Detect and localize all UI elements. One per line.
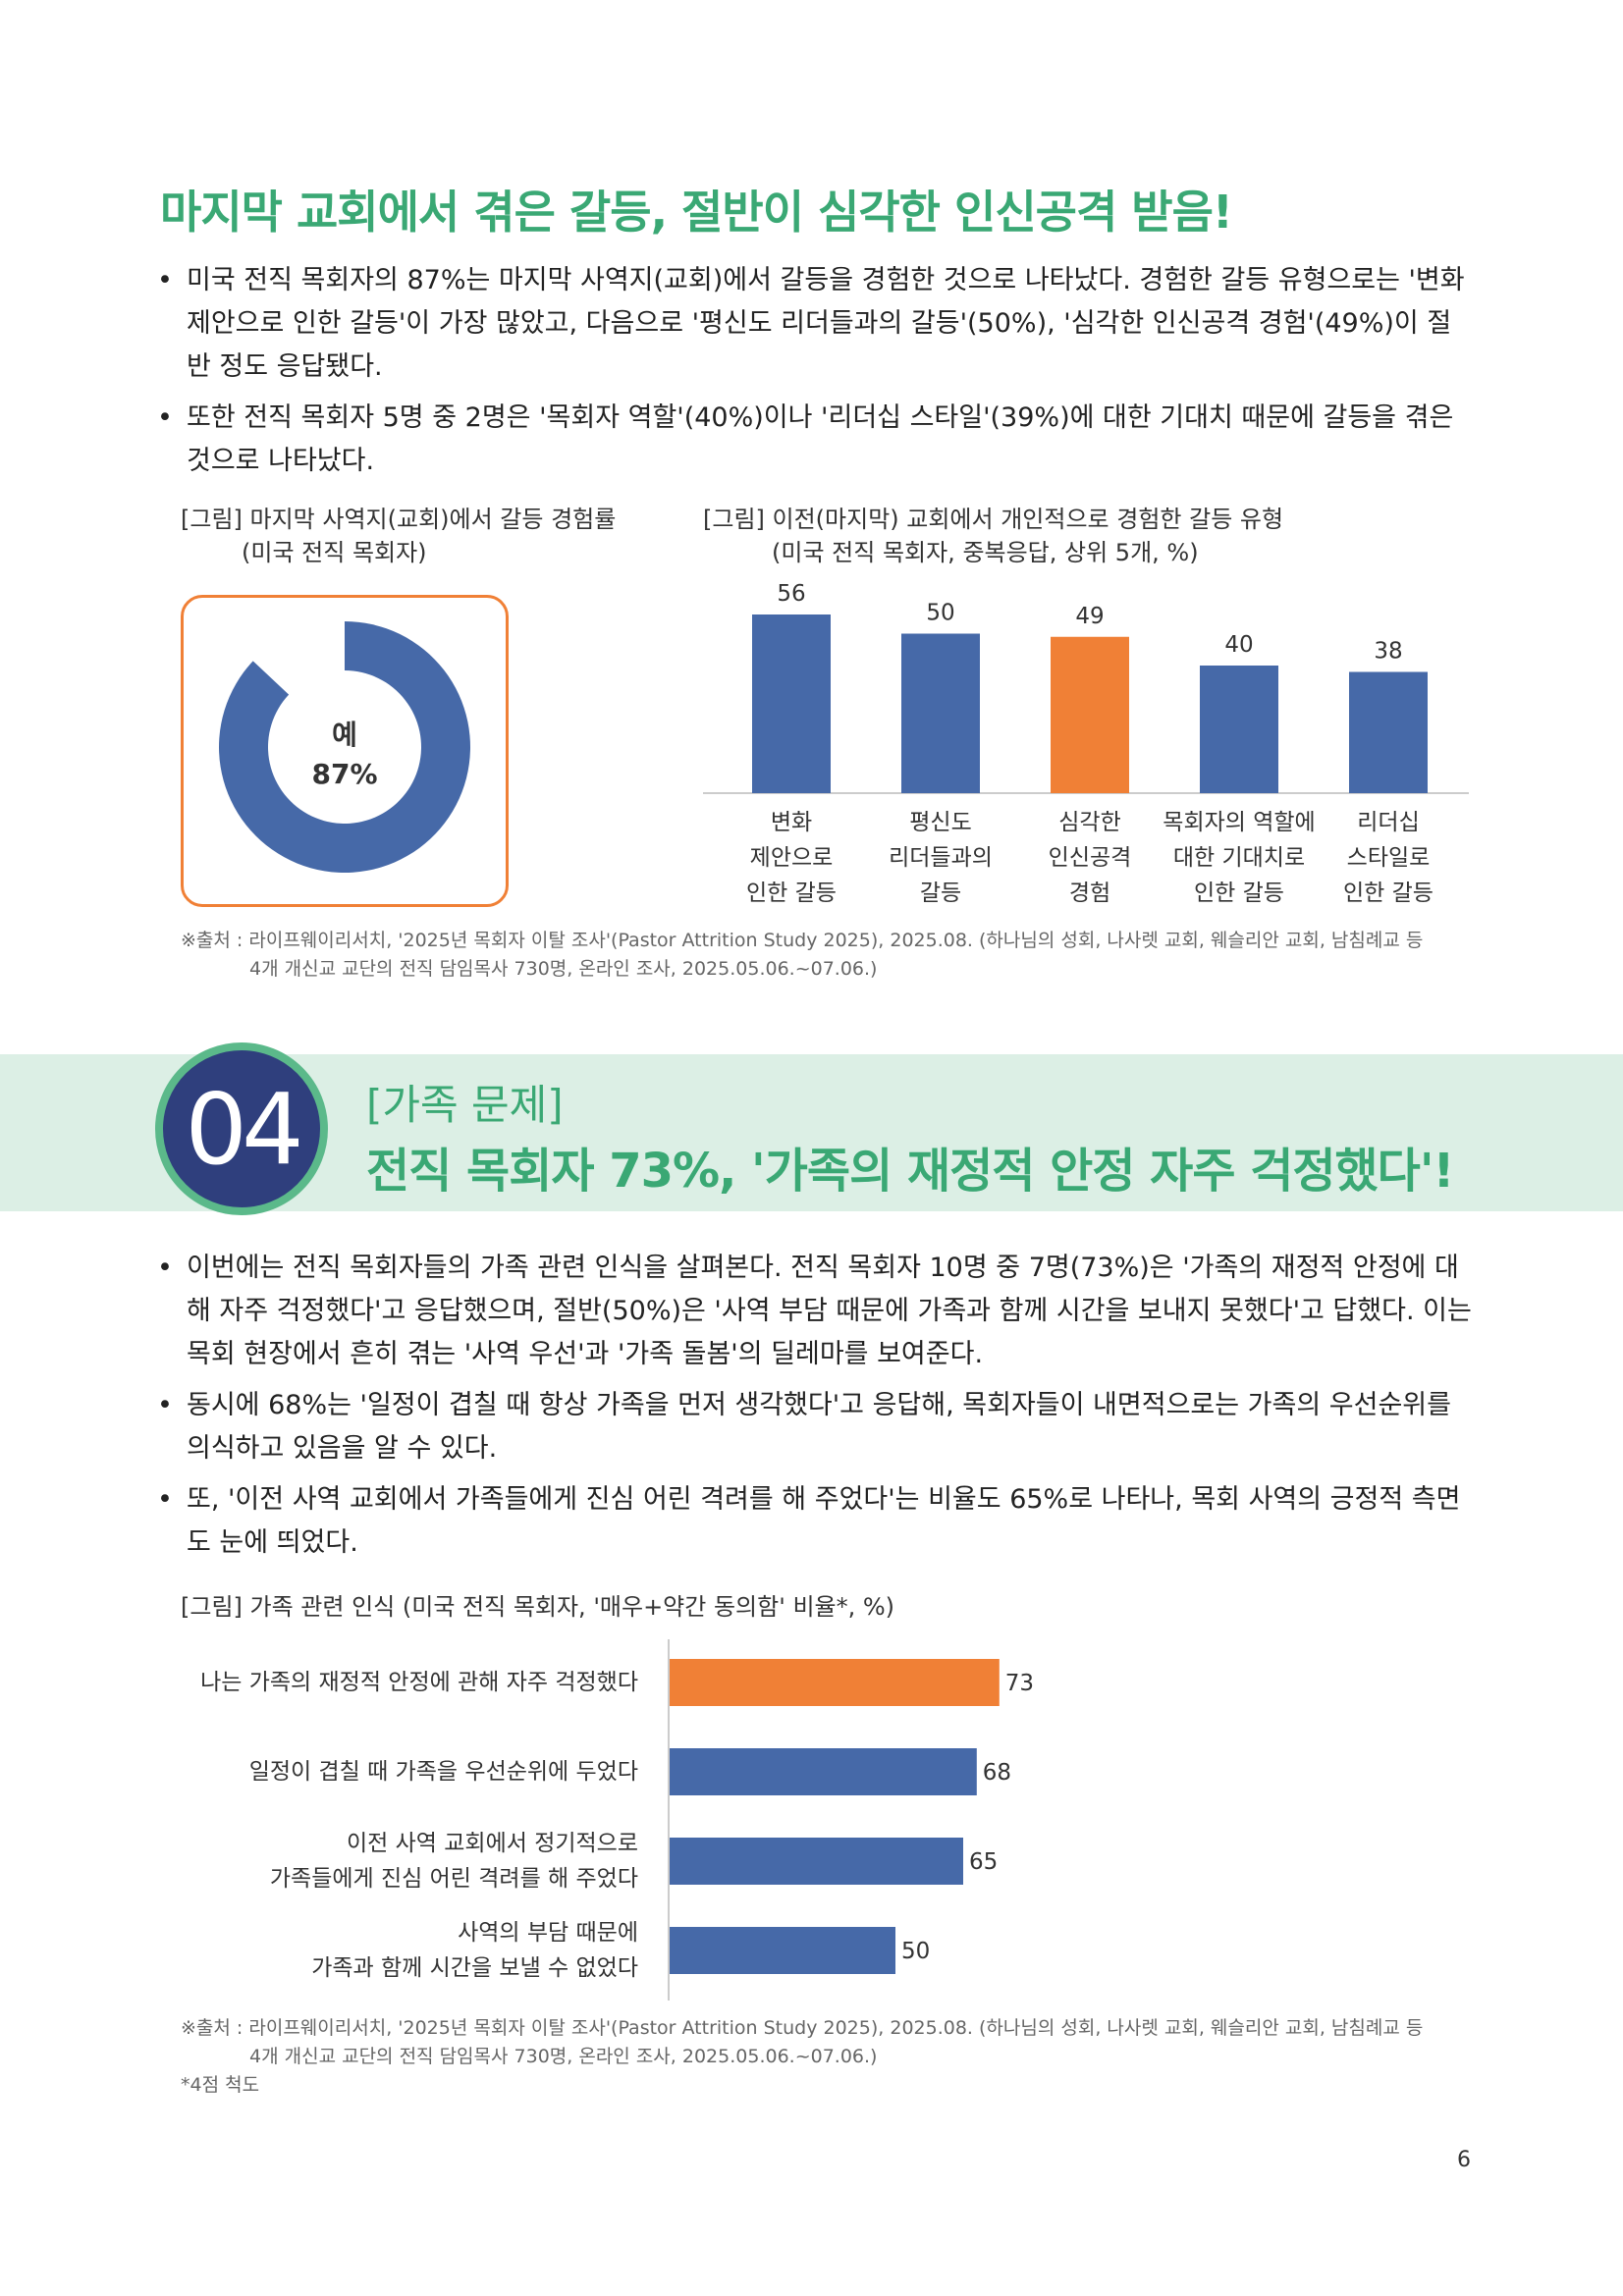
data-label: 50: [901, 1939, 930, 1964]
section-category: [가족 문제]: [366, 1081, 564, 1129]
section1-bullets: 미국 전직 목회자의 87%는 마지막 사역지(교회)에서 갈등을 경험한 것으…: [157, 259, 1473, 491]
donut-chart-frame: 예 87%: [181, 595, 509, 907]
bar: [670, 1838, 963, 1885]
family-perception-bar-chart: 73 68 65 50: [668, 1639, 1034, 2001]
bar: [901, 633, 980, 793]
category-label: 이전 사역 교회에서 정기적으로 가족들에게 진심 어린 격려를 해 주었다: [269, 1831, 638, 1892]
data-label: 40: [1224, 632, 1253, 658]
category-label: 일정이 겹칠 때 가족을 우선순위에 두었다: [248, 1759, 638, 1785]
bar: [670, 1748, 977, 1795]
data-label: 65: [969, 1849, 998, 1875]
source-note-2: ※출처 : 라이프웨이리서치, '2025년 목회자 이탈 조사'(Pastor…: [181, 2017, 1424, 2096]
fig3-caption: [그림] 가족 관련 인식 (미국 전직 목회자, '매우+약간 동의함' 비율…: [181, 1593, 895, 1621]
section1-title: 마지막 교회에서 겪은 갈등, 절반이 심각한 인신공격 받음!: [160, 186, 1233, 239]
bar: [752, 614, 831, 793]
data-label: 38: [1374, 639, 1402, 665]
fig2-caption: [그림] 이전(마지막) 교회에서 개인적으로 경험한 갈등 유형 (미국 전직…: [703, 506, 1284, 566]
bar: [1200, 666, 1278, 793]
bar: [1349, 671, 1428, 793]
bullet-item: 동시에 68%는 '일정이 겹칠 때 항상 가족을 먼저 생각했다'고 응답해,…: [157, 1384, 1473, 1470]
donut-center-label: 예 87%: [311, 719, 378, 790]
category-label: 사역의 부담 때문에 가족과 함께 시간을 보낼 수 없었다: [311, 1920, 638, 1981]
bar: [670, 1927, 895, 1974]
data-label: 68: [983, 1760, 1011, 1786]
section-title: 전직 목회자 73%, '가족의 재정적 안정 자주 걱정했다'!: [366, 1144, 1454, 1199]
bullet-item: 또, '이전 사역 교회에서 가족들에게 진심 어린 격려를 해 주었다'는 비…: [157, 1478, 1473, 1565]
category-label: 목회자의 역할에 대한 기대치로 인한 갈등: [1163, 810, 1316, 906]
page-number: 6: [1457, 2148, 1471, 2172]
donut-slice-yes: [218, 621, 470, 873]
category-label: 변화 제안으로 인한 갈등: [746, 810, 837, 906]
section2-bullets: 이번에는 전직 목회자들의 가족 관련 인식을 살펴본다. 전직 목회자 10명…: [157, 1247, 1473, 1573]
bar: [1051, 636, 1129, 793]
data-label: 73: [1005, 1671, 1034, 1696]
data-label: 56: [777, 581, 805, 607]
category-label: 심각한 인신공격 경험: [1048, 810, 1132, 906]
conflict-type-labels: 변화 제안으로 인한 갈등 평신도 리더들과의 갈등 심각한 인신공격 경험 목회자의 역할에 대한…: [703, 805, 1479, 923]
section-number-badge: 04: [155, 1042, 328, 1215]
donut-chart: [218, 621, 470, 873]
conflict-type-bar-chart: 56 50 49 40 38: [703, 581, 1469, 794]
data-label: 49: [1075, 604, 1104, 629]
bar: [670, 1659, 1000, 1706]
source-note-1: ※출처 : 라이프웨이리서치, '2025년 목회자 이탈 조사'(Pastor…: [181, 930, 1424, 980]
category-label: 평신도 리더들과의 갈등: [889, 810, 993, 906]
bullet-item: 또한 전직 목회자 5명 중 2명은 '목회자 역할'(40%)이나 '리더십 …: [157, 397, 1473, 483]
category-label: 나는 가족의 재정적 안정에 관해 자주 걱정했다: [200, 1670, 638, 1695]
fig1-caption: [그림] 마지막 사역지(교회)에서 갈등 경험률 (미국 전직 목회자): [181, 506, 617, 566]
bullet-item: 미국 전직 목회자의 87%는 마지막 사역지(교회)에서 갈등을 경험한 것으…: [157, 259, 1473, 389]
bullet-item: 이번에는 전직 목회자들의 가족 관련 인식을 살펴본다. 전직 목회자 10명…: [157, 1247, 1473, 1376]
data-label: 50: [926, 601, 954, 626]
category-label: 리더십 스타일로 인한 갈등: [1343, 810, 1434, 906]
